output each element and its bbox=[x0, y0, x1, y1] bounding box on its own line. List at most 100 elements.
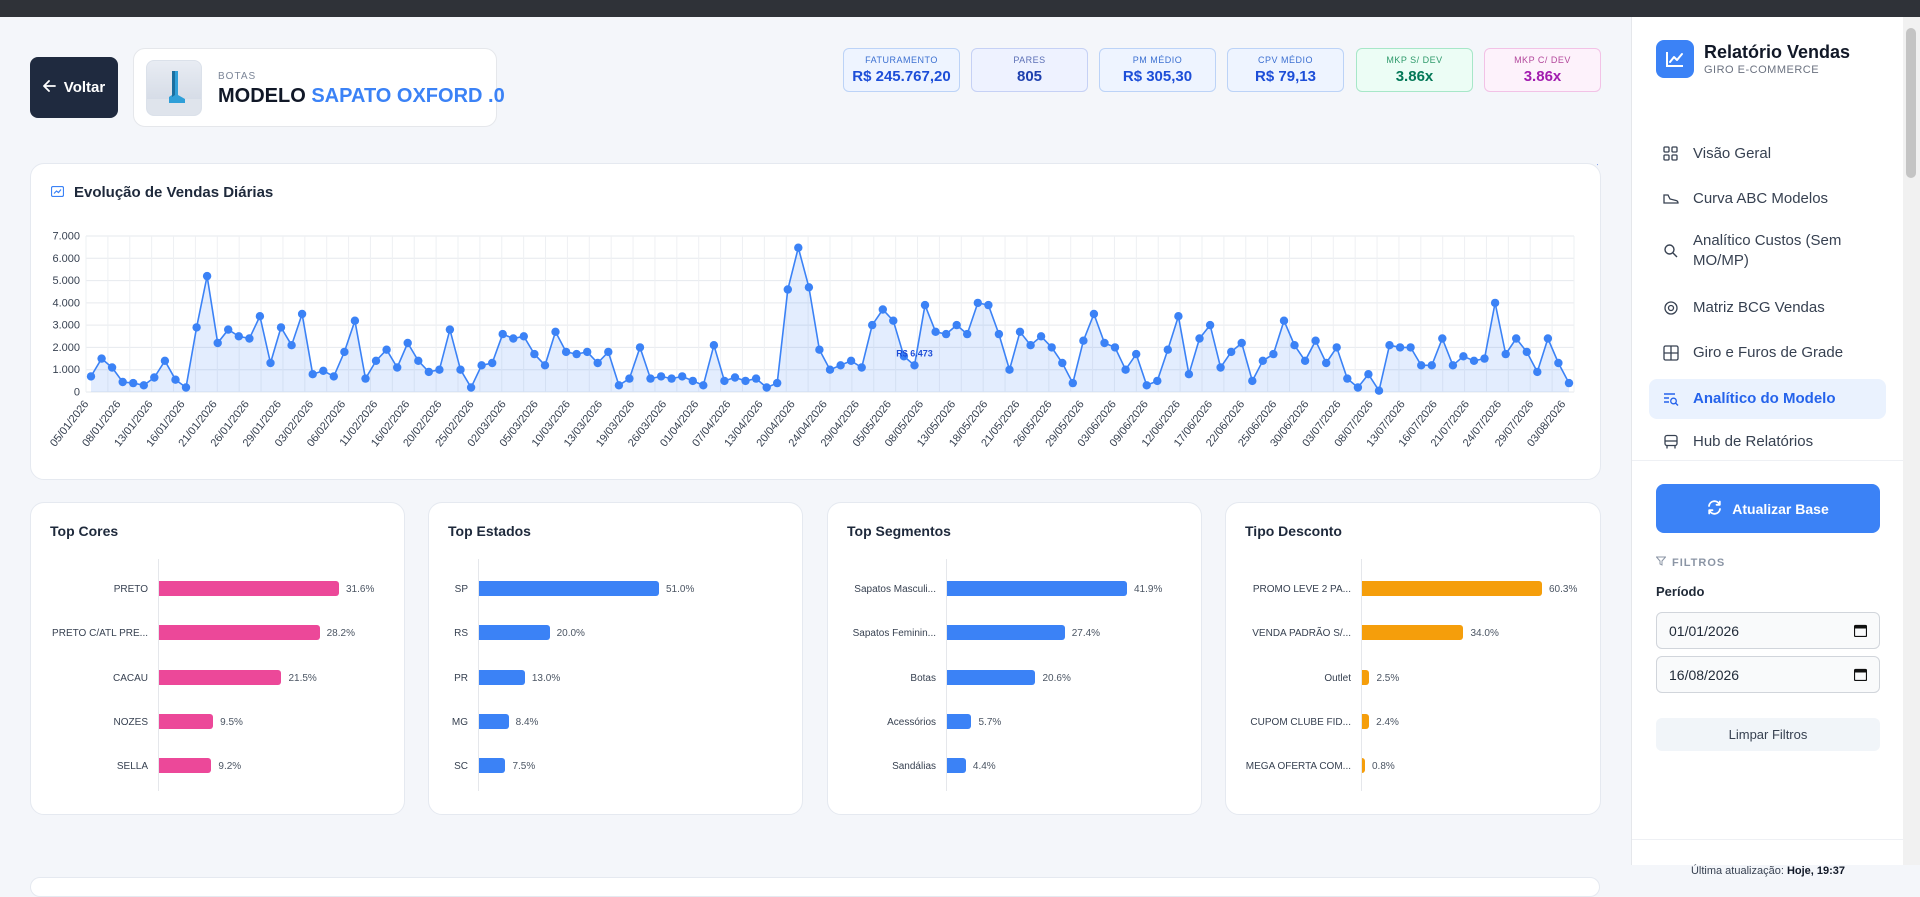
data-point bbox=[1005, 365, 1014, 374]
date-start-input[interactable]: 01/01/2026 bbox=[1656, 612, 1880, 649]
kpi-value: R$ 79,13 bbox=[1255, 68, 1316, 85]
data-point bbox=[276, 323, 286, 332]
back-button[interactable]: Voltar bbox=[30, 57, 118, 118]
data-point bbox=[192, 323, 201, 332]
update-base-button[interactable]: Atualizar Base bbox=[1656, 484, 1880, 533]
data-point bbox=[456, 365, 465, 374]
data-point bbox=[773, 378, 782, 388]
kpi-label: PM MÉDIO bbox=[1132, 55, 1183, 65]
data-point bbox=[889, 316, 898, 325]
sidebar-item-label: Matriz BCG Vendas bbox=[1693, 298, 1825, 316]
data-point bbox=[1427, 361, 1437, 370]
chart-title-text: Evolução de Vendas Diárias bbox=[74, 184, 274, 201]
y-tick-label: 0 bbox=[74, 387, 80, 399]
last-updated-value: Hoje, 19:37 bbox=[1786, 865, 1846, 877]
kpi-label: FATURAMENTO bbox=[865, 55, 938, 65]
data-point bbox=[551, 327, 560, 336]
data-point bbox=[139, 381, 148, 390]
sidebar-item-curva-abc-modelos[interactable]: Curva ABC Modelos bbox=[1649, 181, 1886, 217]
data-point bbox=[1174, 312, 1183, 321]
data-point bbox=[319, 366, 328, 375]
update-base-label: Atualizar Base bbox=[1732, 500, 1829, 517]
product-title: MODELO SAPATO OXFORD .0 bbox=[218, 85, 505, 108]
kpi-label: CPV MÉDIO bbox=[1257, 55, 1313, 65]
bus-icon bbox=[1663, 434, 1679, 450]
y-tick-label: 1.000 bbox=[52, 364, 80, 376]
calendar-icon[interactable] bbox=[1853, 668, 1868, 684]
scrollbar-thumb[interactable] bbox=[1906, 28, 1916, 178]
sidebar-item-anal-tico-do-modelo[interactable]: Analítico do Modelo bbox=[1649, 379, 1886, 419]
data-point bbox=[1300, 356, 1310, 365]
data-point bbox=[1480, 354, 1489, 363]
data-point bbox=[815, 345, 824, 354]
bar bbox=[159, 581, 339, 596]
kpi-value: R$ 305,30 bbox=[1122, 68, 1193, 85]
sidebar-item-matriz-bcg-vendas[interactable]: Matriz BCG Vendas bbox=[1649, 290, 1886, 326]
page-scrollbar[interactable] bbox=[1903, 17, 1920, 865]
bar bbox=[479, 758, 506, 773]
date-start-value: 01/01/2026 bbox=[1669, 622, 1740, 639]
bar-value-label: 2.5% bbox=[1376, 673, 1400, 684]
bar-value-label: 8.4% bbox=[515, 717, 539, 728]
data-point bbox=[1047, 343, 1056, 352]
kpi-card: FATURAMENTO R$ 245.767,20 bbox=[843, 48, 960, 92]
data-point bbox=[350, 316, 360, 325]
search-icon bbox=[1663, 243, 1679, 259]
bar-value-label: 41.9% bbox=[1134, 584, 1163, 595]
data-point bbox=[857, 363, 866, 372]
date-end-input[interactable]: 16/08/2026 bbox=[1656, 656, 1880, 693]
calendar-icon[interactable] bbox=[1853, 624, 1868, 640]
data-point bbox=[1036, 332, 1046, 341]
bar-category-label: PRETO bbox=[113, 584, 148, 595]
bar-category-label: CACAU bbox=[112, 673, 148, 684]
bar-category-label: Sapatos Feminin... bbox=[852, 628, 936, 639]
top-segmentos-card: Top Segmentos Sapatos Masculi... 41.9% Sap… bbox=[827, 502, 1202, 815]
kpi-card: PARES 805 bbox=[971, 48, 1088, 92]
data-point bbox=[1227, 347, 1236, 357]
bar-axis-line bbox=[478, 559, 479, 791]
data-point bbox=[1343, 374, 1352, 383]
data-point bbox=[635, 343, 645, 352]
data-point bbox=[751, 374, 761, 383]
data-point bbox=[920, 300, 930, 310]
bar-category-label: Sandálias bbox=[892, 761, 936, 772]
data-point bbox=[498, 329, 507, 339]
data-point bbox=[561, 347, 571, 357]
sidebar-item-hub-de-relat-rios[interactable]: Hub de Relatórios bbox=[1649, 424, 1886, 460]
data-point bbox=[688, 376, 697, 386]
last-updated-label: Última atualização: bbox=[1690, 865, 1784, 877]
data-point bbox=[393, 363, 402, 372]
bar-category-label: MEGA OFERTA COM... bbox=[1245, 761, 1351, 772]
data-point bbox=[593, 358, 602, 368]
data-point bbox=[1216, 363, 1225, 372]
data-point bbox=[445, 325, 455, 334]
bar-category-label: SP bbox=[454, 584, 468, 595]
data-point bbox=[171, 375, 180, 384]
data-point bbox=[255, 312, 265, 321]
data-point bbox=[794, 243, 803, 252]
data-point bbox=[213, 338, 222, 348]
data-point bbox=[1269, 349, 1278, 359]
sidebar-footer bbox=[1632, 839, 1904, 869]
data-point bbox=[1290, 341, 1299, 350]
kpi-label: MKP C/ DEV bbox=[1514, 55, 1571, 65]
data-point bbox=[435, 365, 444, 374]
sidebar-item-giro-e-furos-de-grade[interactable]: Giro e Furos de Grade bbox=[1649, 335, 1886, 371]
data-point bbox=[646, 374, 655, 383]
data-point bbox=[1026, 341, 1035, 350]
sidebar-item-vis-o-geral[interactable]: Visão Geral bbox=[1649, 136, 1886, 172]
data-point bbox=[994, 329, 1004, 339]
bar-value-label: 51.0% bbox=[666, 584, 695, 595]
grid-icon bbox=[1663, 146, 1679, 162]
bar-category-label: PROMO LEVE 2 PA... bbox=[1252, 584, 1351, 595]
sidebar-item-anal-tico-custos-sem-mo-mp[interactable]: Analítico Custos (Sem MO/MP) bbox=[1649, 225, 1886, 277]
arrow-left-icon bbox=[42, 79, 56, 96]
data-point bbox=[1110, 343, 1120, 352]
bar-value-label: 20.6% bbox=[1042, 673, 1071, 684]
data-point bbox=[1395, 343, 1405, 352]
bar bbox=[1362, 625, 1464, 640]
product-thumbnail bbox=[146, 60, 202, 116]
data-point bbox=[107, 363, 117, 372]
data-point bbox=[329, 372, 338, 381]
clear-filters-button[interactable]: Limpar Filtros bbox=[1656, 718, 1880, 751]
